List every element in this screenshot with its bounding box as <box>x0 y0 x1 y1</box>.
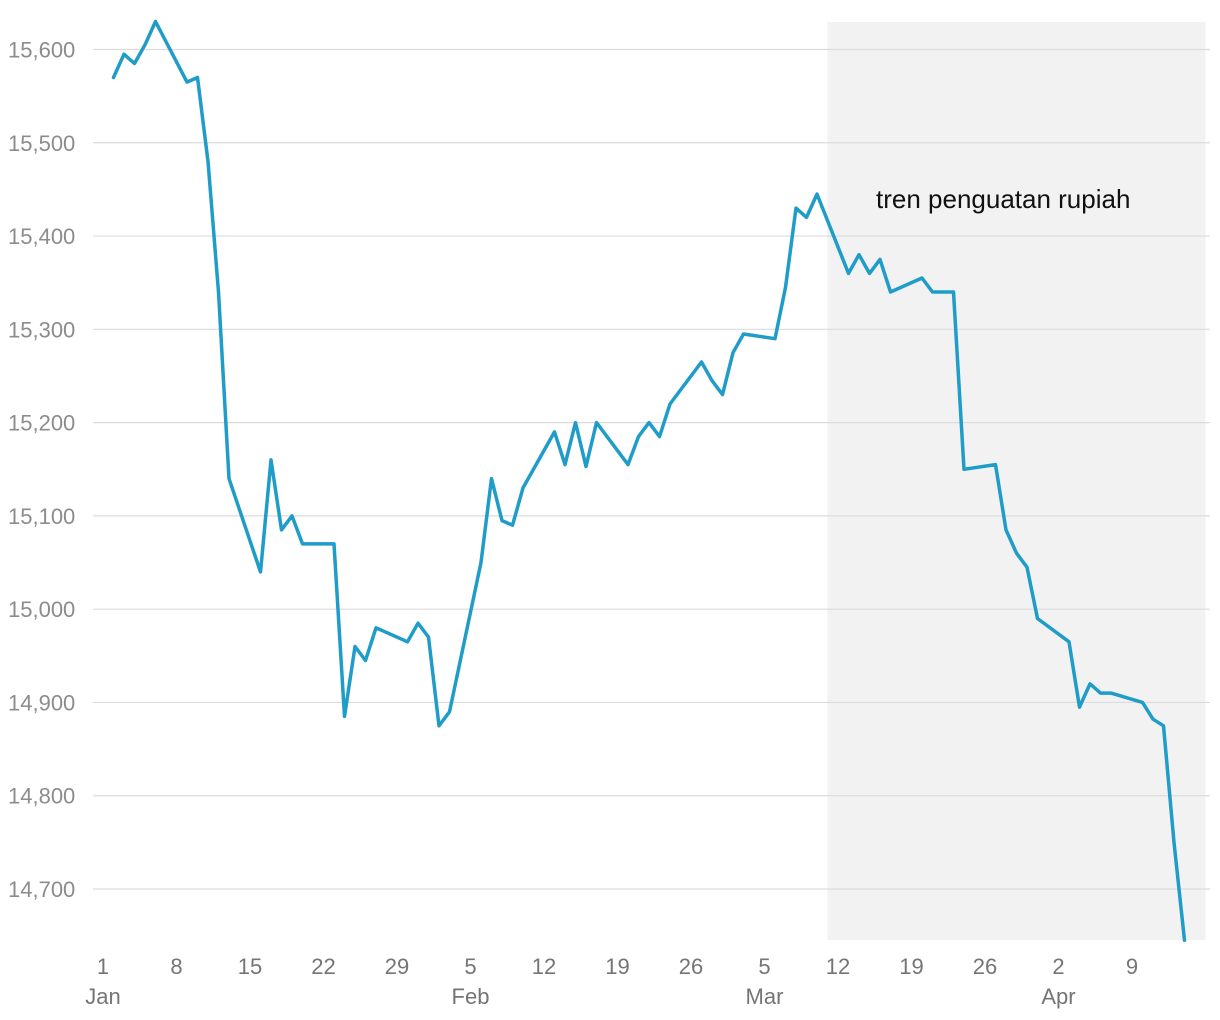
x-month-label: Apr <box>1041 984 1075 1009</box>
x-tick-label: 19 <box>899 954 923 979</box>
x-month-label: Jan <box>85 984 120 1009</box>
x-tick-label: 29 <box>385 954 409 979</box>
y-tick-label: 14,700 <box>8 877 75 902</box>
y-tick-label: 15,000 <box>8 597 75 622</box>
shaded-region-label: tren penguatan rupiah <box>876 184 1130 214</box>
series-group <box>111 19 1187 943</box>
x-tick-label: 26 <box>679 954 703 979</box>
y-tick-label: 15,100 <box>8 504 75 529</box>
x-tick-label: 22 <box>311 954 335 979</box>
y-tick-label: 15,200 <box>8 411 75 436</box>
x-tick-label: 19 <box>605 954 629 979</box>
y-tick-label: 15,600 <box>8 38 75 63</box>
x-tick-label: 8 <box>170 954 182 979</box>
x-month-label: Mar <box>746 984 784 1009</box>
x-axis: 1 Jan 8 15 22 29 5 Feb 12 19 26 5 Mar 12 19 26 2 Apr 9 <box>85 954 1138 1009</box>
x-tick-label: 1 <box>97 954 109 979</box>
x-tick-label: 12 <box>826 954 850 979</box>
y-tick-label: 15,400 <box>8 224 75 249</box>
y-tick-label: 14,900 <box>8 690 75 715</box>
x-month-label: Feb <box>452 984 490 1009</box>
x-tick-label: 9 <box>1126 954 1138 979</box>
x-tick-label: 5 <box>464 954 476 979</box>
x-tick-label: 12 <box>532 954 556 979</box>
x-tick-label: 15 <box>238 954 262 979</box>
y-tick-label: 15,300 <box>8 317 75 342</box>
x-tick-label: 5 <box>758 954 770 979</box>
x-tick-label: 26 <box>973 954 997 979</box>
x-tick-label: 2 <box>1052 954 1064 979</box>
series-line <box>111 19 1187 943</box>
shaded-region <box>827 22 1206 940</box>
y-tick-label: 14,800 <box>8 784 75 809</box>
y-tick-label: 15,500 <box>8 131 75 156</box>
y-axis: 15,600 15,500 15,400 15,300 15,200 15,100 15,0… <box>8 38 75 903</box>
